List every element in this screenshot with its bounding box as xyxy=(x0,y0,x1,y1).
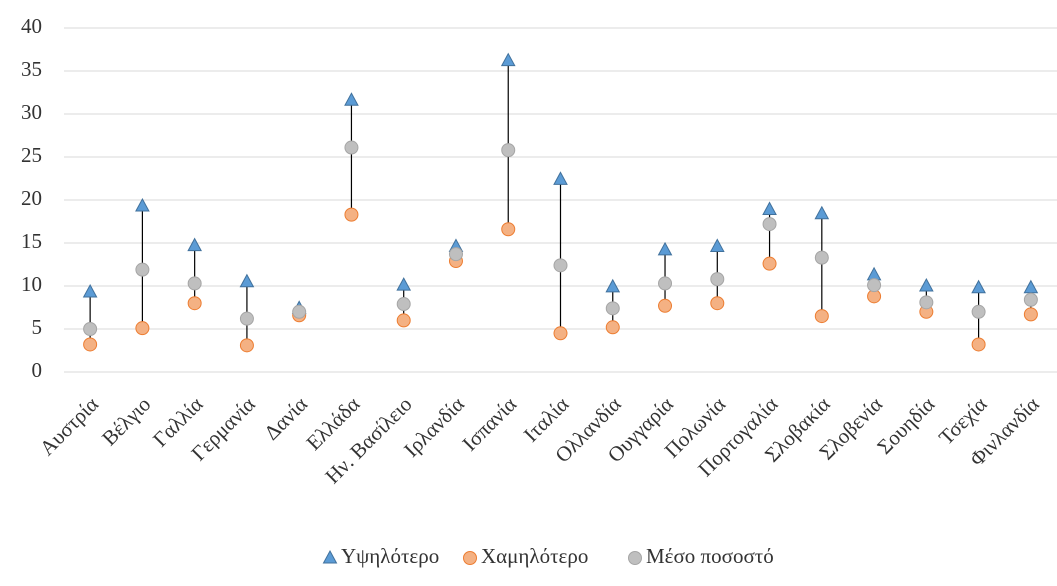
mean-marker xyxy=(1023,292,1038,307)
mean-marker xyxy=(710,272,725,287)
high-marker xyxy=(239,273,255,288)
high-marker xyxy=(814,205,830,220)
high-marker xyxy=(82,283,98,298)
high-marker xyxy=(187,237,202,252)
y-tick-label: 5 xyxy=(32,315,43,339)
low-marker xyxy=(814,309,829,324)
mean-marker xyxy=(605,301,620,316)
mean-marker xyxy=(292,304,307,319)
mean-marker xyxy=(867,278,882,293)
x-tick-label: Βέλγιο xyxy=(97,392,155,450)
mean-marker xyxy=(971,304,986,319)
mean-marker xyxy=(135,262,150,277)
low-marker xyxy=(83,337,98,352)
high-marker xyxy=(396,277,412,291)
legend-marker xyxy=(628,551,642,565)
low-marker xyxy=(605,320,620,335)
high-marker xyxy=(605,278,621,293)
high-marker xyxy=(919,277,934,292)
y-tick-label: 20 xyxy=(21,186,42,210)
x-tick-label: Αυστρία xyxy=(35,392,103,460)
mean-marker xyxy=(762,217,777,232)
mean-marker xyxy=(83,322,98,336)
x-tick-label: Ισπανία xyxy=(457,392,521,456)
mean-marker xyxy=(658,276,673,291)
mean-marker xyxy=(448,247,463,262)
low-marker xyxy=(553,326,568,341)
low-marker xyxy=(396,313,411,328)
low-marker xyxy=(239,338,254,353)
mean-marker xyxy=(919,295,934,310)
mean-marker xyxy=(239,311,254,326)
high-marker xyxy=(657,241,673,256)
mean-marker xyxy=(814,250,829,265)
legend-label: Υψηλότερο xyxy=(341,544,439,568)
y-tick-label: 15 xyxy=(21,229,42,253)
high-marker xyxy=(971,279,986,294)
legend-label: Χαμηλότερο xyxy=(481,544,588,568)
y-tick-label: 35 xyxy=(21,57,42,81)
high-marker xyxy=(866,266,882,281)
y-tick-label: 25 xyxy=(21,143,42,167)
low-marker xyxy=(344,207,359,222)
mean-marker xyxy=(187,276,202,291)
low-marker xyxy=(710,296,725,311)
mean-marker xyxy=(553,258,568,273)
high-marker xyxy=(1023,279,1039,294)
y-tick-label: 40 xyxy=(21,14,42,38)
high-marker xyxy=(762,201,777,215)
high-marker xyxy=(500,52,516,67)
mean-marker xyxy=(344,140,359,155)
low-marker xyxy=(971,337,986,352)
low-marker xyxy=(187,296,202,311)
high-marker xyxy=(135,197,150,212)
legend-marker xyxy=(463,551,477,565)
low-marker xyxy=(1023,307,1038,322)
x-tick-label: Σουηδία xyxy=(872,392,939,459)
low-marker xyxy=(135,321,150,336)
high-marker xyxy=(553,171,568,185)
mean-marker xyxy=(501,143,516,158)
y-tick-label: 30 xyxy=(21,100,42,124)
y-tick-label: 0 xyxy=(32,358,43,382)
low-marker xyxy=(658,298,673,313)
high-marker xyxy=(344,92,359,106)
low-marker xyxy=(762,256,777,271)
legend-label: Μέσο ποσοστό xyxy=(646,544,774,568)
high-marker xyxy=(709,238,725,252)
low-marker xyxy=(501,222,516,237)
mean-marker xyxy=(396,297,411,312)
y-tick-label: 10 xyxy=(21,272,42,296)
legend-marker xyxy=(322,549,338,564)
